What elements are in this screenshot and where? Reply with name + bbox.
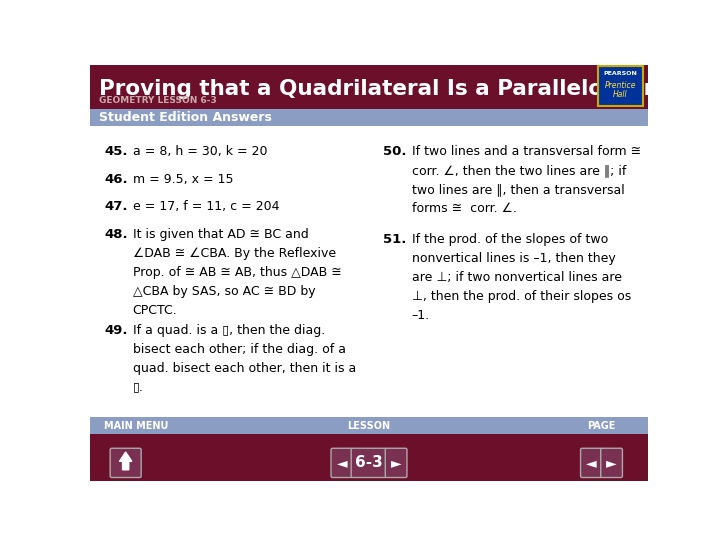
Text: e = 17, f = 11, c = 204: e = 17, f = 11, c = 204 — [132, 200, 279, 213]
FancyBboxPatch shape — [90, 434, 648, 481]
FancyBboxPatch shape — [110, 448, 141, 477]
Text: 49.: 49. — [104, 323, 127, 336]
Text: Prentice: Prentice — [604, 81, 636, 90]
FancyBboxPatch shape — [598, 66, 642, 106]
Text: ◄: ◄ — [586, 456, 597, 470]
Text: 45.: 45. — [104, 145, 127, 158]
Text: ►: ► — [391, 456, 402, 470]
Text: 50.: 50. — [383, 145, 407, 158]
Text: m = 9.5, x = 15: m = 9.5, x = 15 — [132, 173, 233, 186]
Text: If two lines and a transversal form ≅
corr. ∠, then the two lines are ∥; if
two : If two lines and a transversal form ≅ co… — [412, 145, 641, 215]
Text: PEARSON: PEARSON — [603, 71, 637, 76]
Text: 46.: 46. — [104, 173, 127, 186]
Text: a = 8, h = 30, k = 20: a = 8, h = 30, k = 20 — [132, 145, 267, 158]
Text: MAIN MENU: MAIN MENU — [104, 421, 168, 431]
Text: ►: ► — [606, 456, 617, 470]
Text: If a quad. is a ▯, then the diag.
bisect each other; if the diag. of a
quad. bis: If a quad. is a ▯, then the diag. bisect… — [132, 323, 356, 394]
Text: PAGE: PAGE — [588, 421, 616, 431]
Text: If the prod. of the slopes of two
nonvertical lines is –1, then they
are ⊥; if t: If the prod. of the slopes of two nonver… — [412, 233, 631, 322]
FancyBboxPatch shape — [351, 448, 387, 477]
FancyBboxPatch shape — [580, 448, 602, 477]
Text: It is given that AD ≅ BC and
∠DAB ≅ ∠CBA. By the Reflexive
Prop. of ≅ AB ≅ AB, t: It is given that AD ≅ BC and ∠DAB ≅ ∠CBA… — [132, 228, 341, 317]
Text: 6-3: 6-3 — [355, 455, 383, 470]
FancyBboxPatch shape — [90, 65, 648, 110]
Text: Proving that a Quadrilateral Is a Parallelogram: Proving that a Quadrilateral Is a Parall… — [99, 79, 667, 99]
Text: Hall: Hall — [613, 90, 627, 99]
FancyBboxPatch shape — [90, 417, 648, 434]
Text: 48.: 48. — [104, 228, 127, 241]
FancyBboxPatch shape — [331, 448, 353, 477]
FancyBboxPatch shape — [385, 448, 407, 477]
FancyBboxPatch shape — [600, 448, 622, 477]
Text: 51.: 51. — [383, 233, 406, 246]
Text: ◄: ◄ — [336, 456, 347, 470]
Polygon shape — [120, 452, 132, 470]
Text: LESSON: LESSON — [348, 421, 390, 431]
FancyBboxPatch shape — [90, 110, 648, 126]
Text: GEOMETRY LESSON 6-3: GEOMETRY LESSON 6-3 — [99, 96, 217, 105]
Text: Student Edition Answers: Student Edition Answers — [99, 111, 272, 124]
Text: 47.: 47. — [104, 200, 127, 213]
